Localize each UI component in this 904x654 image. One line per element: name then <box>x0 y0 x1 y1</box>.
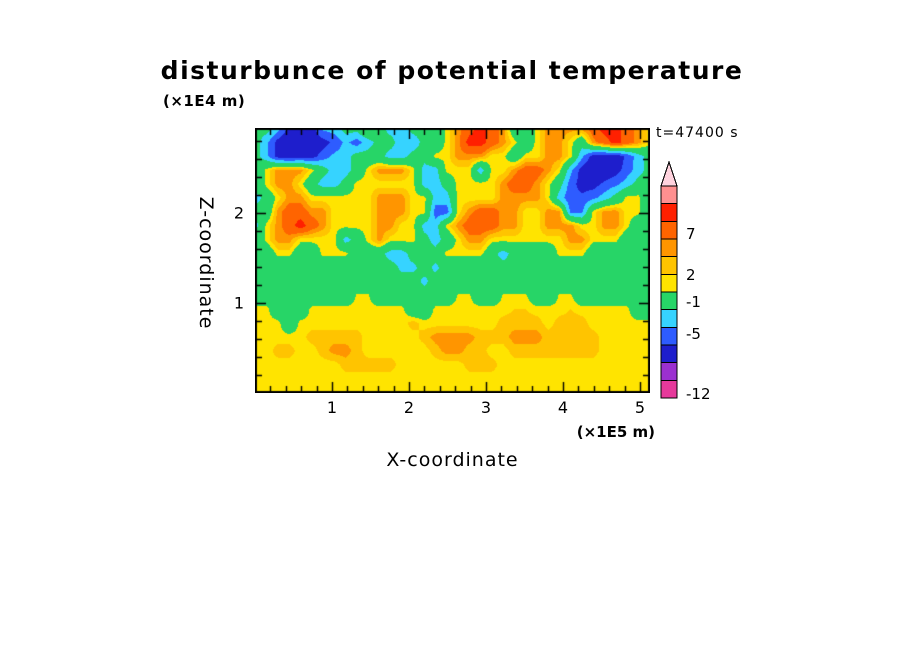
colorbar-label: 7 <box>686 224 696 243</box>
x-axis-unit-label: (×1E5 m) <box>576 423 655 441</box>
z-tick-label: 1 <box>233 293 244 313</box>
x-tick-label: 1 <box>326 398 338 417</box>
y-axis-title: Z-coordinate <box>195 196 217 330</box>
colorbar-label: 2 <box>686 266 696 285</box>
colorbar-label: -5 <box>686 325 701 344</box>
colorbar-over-arrow-icon <box>660 160 678 187</box>
time-annotation: t=47400 s <box>656 125 739 141</box>
z-tick-label: 2 <box>233 203 244 223</box>
colorbar: -12 -5 -1 2 7 <box>660 160 750 408</box>
x-tick-label: 3 <box>480 398 492 417</box>
heatmap-plot-area <box>255 128 650 393</box>
x-tick-label: 5 <box>634 398 646 417</box>
colorbar-label: -1 <box>686 292 701 311</box>
colorbar-scale-icon <box>660 160 678 399</box>
x-axis-title: X-coordinate <box>386 449 519 471</box>
colorbar-label: -12 <box>686 384 711 403</box>
x-tick-label: 2 <box>403 398 415 417</box>
x-tick-label: 4 <box>557 398 569 417</box>
chart-title: disturbunce of potential temperature <box>160 56 744 85</box>
x-axis-tick-labels: 1 2 3 4 5 <box>255 398 650 420</box>
y-axis-unit-label: (×1E4 m) <box>163 92 246 110</box>
